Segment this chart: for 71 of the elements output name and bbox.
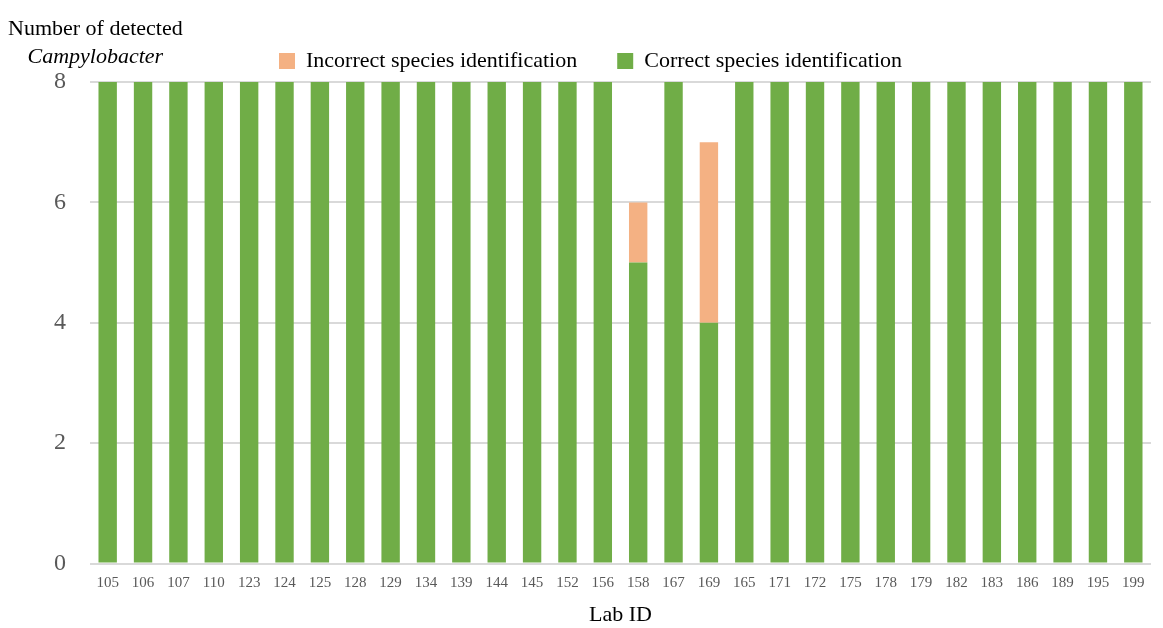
bar bbox=[1088, 82, 1108, 563]
y-tick-label: 8 bbox=[54, 67, 66, 94]
x-tick-label: 144 bbox=[485, 573, 509, 590]
legend-label: Incorrect species identification bbox=[306, 46, 578, 72]
bar bbox=[522, 82, 542, 563]
bar bbox=[381, 82, 400, 563]
bar bbox=[628, 262, 648, 563]
bar bbox=[169, 82, 188, 563]
bar bbox=[735, 82, 754, 563]
x-tick-label: 186 bbox=[1015, 573, 1039, 590]
x-tick-label: 124 bbox=[273, 573, 297, 590]
x-axis-title: Lab ID bbox=[589, 600, 652, 626]
bar bbox=[1124, 82, 1143, 563]
x-tick-label: 125 bbox=[308, 573, 332, 590]
bar bbox=[204, 82, 223, 563]
x-tick-label: 189 bbox=[1051, 573, 1074, 590]
bar bbox=[275, 82, 294, 563]
bar bbox=[699, 322, 719, 563]
bar bbox=[346, 82, 365, 563]
x-tick-label: 139 bbox=[450, 573, 473, 590]
x-tick-label: 167 bbox=[662, 573, 686, 590]
legend-label: Correct species identification bbox=[644, 46, 903, 72]
bar bbox=[239, 82, 259, 563]
x-tick-label: 123 bbox=[237, 573, 261, 590]
bar bbox=[628, 202, 648, 263]
x-tick-label: 158 bbox=[626, 573, 650, 590]
x-tick-label: 145 bbox=[520, 573, 544, 590]
x-tick-label: 129 bbox=[379, 573, 402, 590]
bar bbox=[1018, 82, 1037, 563]
bar bbox=[452, 82, 471, 563]
bar bbox=[770, 82, 789, 563]
bar bbox=[593, 82, 613, 563]
x-tick-label: 165 bbox=[733, 573, 756, 590]
y-tick-label: 4 bbox=[54, 308, 66, 335]
y-tick-label: 6 bbox=[54, 187, 66, 214]
bar bbox=[699, 142, 719, 323]
bar bbox=[911, 82, 931, 563]
x-tick-label: 169 bbox=[697, 573, 721, 590]
bar bbox=[947, 82, 966, 563]
x-tick-label: 182 bbox=[945, 573, 968, 590]
x-tick-label: 183 bbox=[980, 573, 1004, 590]
x-tick-label: 105 bbox=[96, 573, 119, 590]
x-tick-label: 152 bbox=[556, 573, 579, 590]
bar bbox=[876, 82, 895, 563]
x-tick-label: 175 bbox=[839, 573, 862, 590]
bar bbox=[487, 82, 506, 563]
bar bbox=[416, 82, 436, 563]
x-tick-label: 195 bbox=[1086, 573, 1110, 590]
x-tick-label: 199 bbox=[1122, 573, 1145, 590]
bar bbox=[310, 82, 330, 563]
x-tick-label: 156 bbox=[591, 573, 615, 590]
y-axis-title: Number of detected Campylobacter bbox=[8, 14, 183, 70]
x-tick-label: 171 bbox=[768, 573, 791, 590]
bar bbox=[98, 82, 117, 563]
bar bbox=[133, 82, 153, 563]
x-tick-label: 107 bbox=[167, 573, 191, 590]
x-tick-label: 110 bbox=[202, 573, 225, 590]
bar bbox=[558, 82, 577, 563]
x-tick-label: 179 bbox=[909, 573, 933, 590]
bar bbox=[805, 82, 825, 563]
y-tick-label: 0 bbox=[54, 548, 66, 575]
x-tick-label: 178 bbox=[874, 573, 897, 590]
x-tick-label: 172 bbox=[803, 573, 827, 590]
y-tick-label: 2 bbox=[54, 428, 66, 455]
bar bbox=[841, 82, 860, 563]
bar bbox=[1053, 82, 1072, 563]
bar bbox=[982, 82, 1002, 563]
x-tick-label: 106 bbox=[131, 573, 155, 590]
x-tick-label: 134 bbox=[414, 573, 438, 590]
x-tick-label: 128 bbox=[344, 573, 367, 590]
bar bbox=[664, 82, 683, 563]
